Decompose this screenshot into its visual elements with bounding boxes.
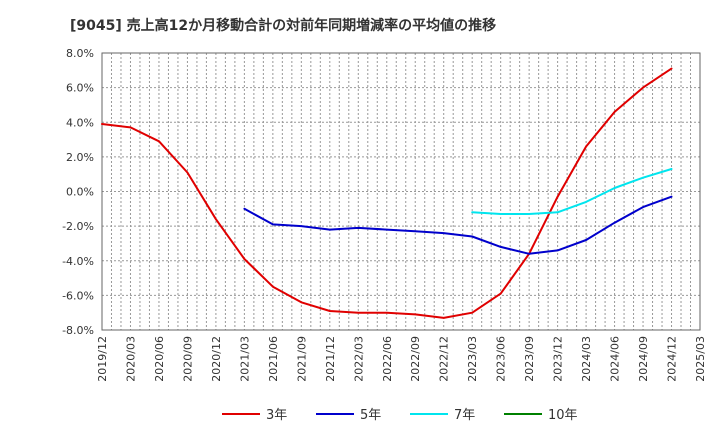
y-tick-label: -8.0% — [62, 324, 94, 337]
legend-label: 5年 — [360, 408, 381, 423]
x-tick-label: 2020/06 — [153, 336, 166, 382]
x-tick-label: 2024/03 — [580, 336, 593, 382]
x-tick-label: 2021/03 — [238, 336, 251, 382]
series-group — [101, 67, 673, 319]
series-line-3年 — [101, 67, 673, 319]
x-tick-label: 2021/09 — [295, 336, 308, 382]
y-axis: 8.0% 6.0% 4.0% 2.0% 0.0% -2.0% -4.0% -6.0% -8.0% — [62, 47, 94, 337]
y-tick-label: 4.0% — [66, 116, 94, 129]
legend-label: 10年 — [548, 408, 578, 423]
series-line-5年 — [243, 195, 673, 255]
x-tick-label: 2024/09 — [637, 336, 650, 382]
y-tick-label: 6.0% — [66, 82, 94, 95]
y-tick-label: 2.0% — [66, 151, 94, 164]
x-tick-label: 2021/06 — [267, 336, 280, 382]
chart-title: [9045] 売上高12か月移動合計の対前年同期増減率の平均値の推移 — [70, 17, 496, 34]
x-tick-label: 2020/09 — [181, 336, 194, 382]
y-tick-label: 0.0% — [66, 186, 94, 199]
x-tick-label: 2024/06 — [609, 336, 622, 382]
x-tick-label: 2023/12 — [552, 336, 565, 382]
plot-frame — [101, 52, 701, 331]
x-tick-label: 2020/03 — [124, 336, 137, 382]
x-tick-label: 2022/06 — [381, 336, 394, 382]
x-tick-label: 2023/03 — [466, 336, 479, 382]
x-tick-label: 2023/09 — [523, 336, 536, 382]
x-tick-label: 2019/12 — [96, 336, 109, 382]
grid — [102, 53, 700, 330]
x-tick-label: 2023/06 — [495, 336, 508, 382]
x-tick-label: 2025/03 — [694, 336, 707, 382]
x-tick-label: 2022/03 — [352, 336, 365, 382]
x-tick-label: 2021/12 — [324, 336, 337, 382]
legend-label: 7年 — [454, 408, 475, 423]
legend: 3年 5年 7年 10年 — [222, 408, 578, 423]
y-tick-label: -2.0% — [62, 220, 94, 233]
y-tick-label: 8.0% — [66, 47, 94, 60]
x-axis: 2019/12 2020/03 2020/06 2020/09 2020/12 2021/… — [96, 336, 707, 382]
series-line-7年 — [471, 168, 673, 215]
x-tick-label: 2020/12 — [210, 336, 223, 382]
y-tick-label: -4.0% — [62, 255, 94, 268]
x-tick-label: 2022/09 — [409, 336, 422, 382]
legend-label: 3年 — [266, 408, 287, 423]
x-tick-label: 2022/12 — [438, 336, 451, 382]
y-tick-label: -6.0% — [62, 289, 94, 302]
x-tick-label: 2024/12 — [666, 336, 679, 382]
